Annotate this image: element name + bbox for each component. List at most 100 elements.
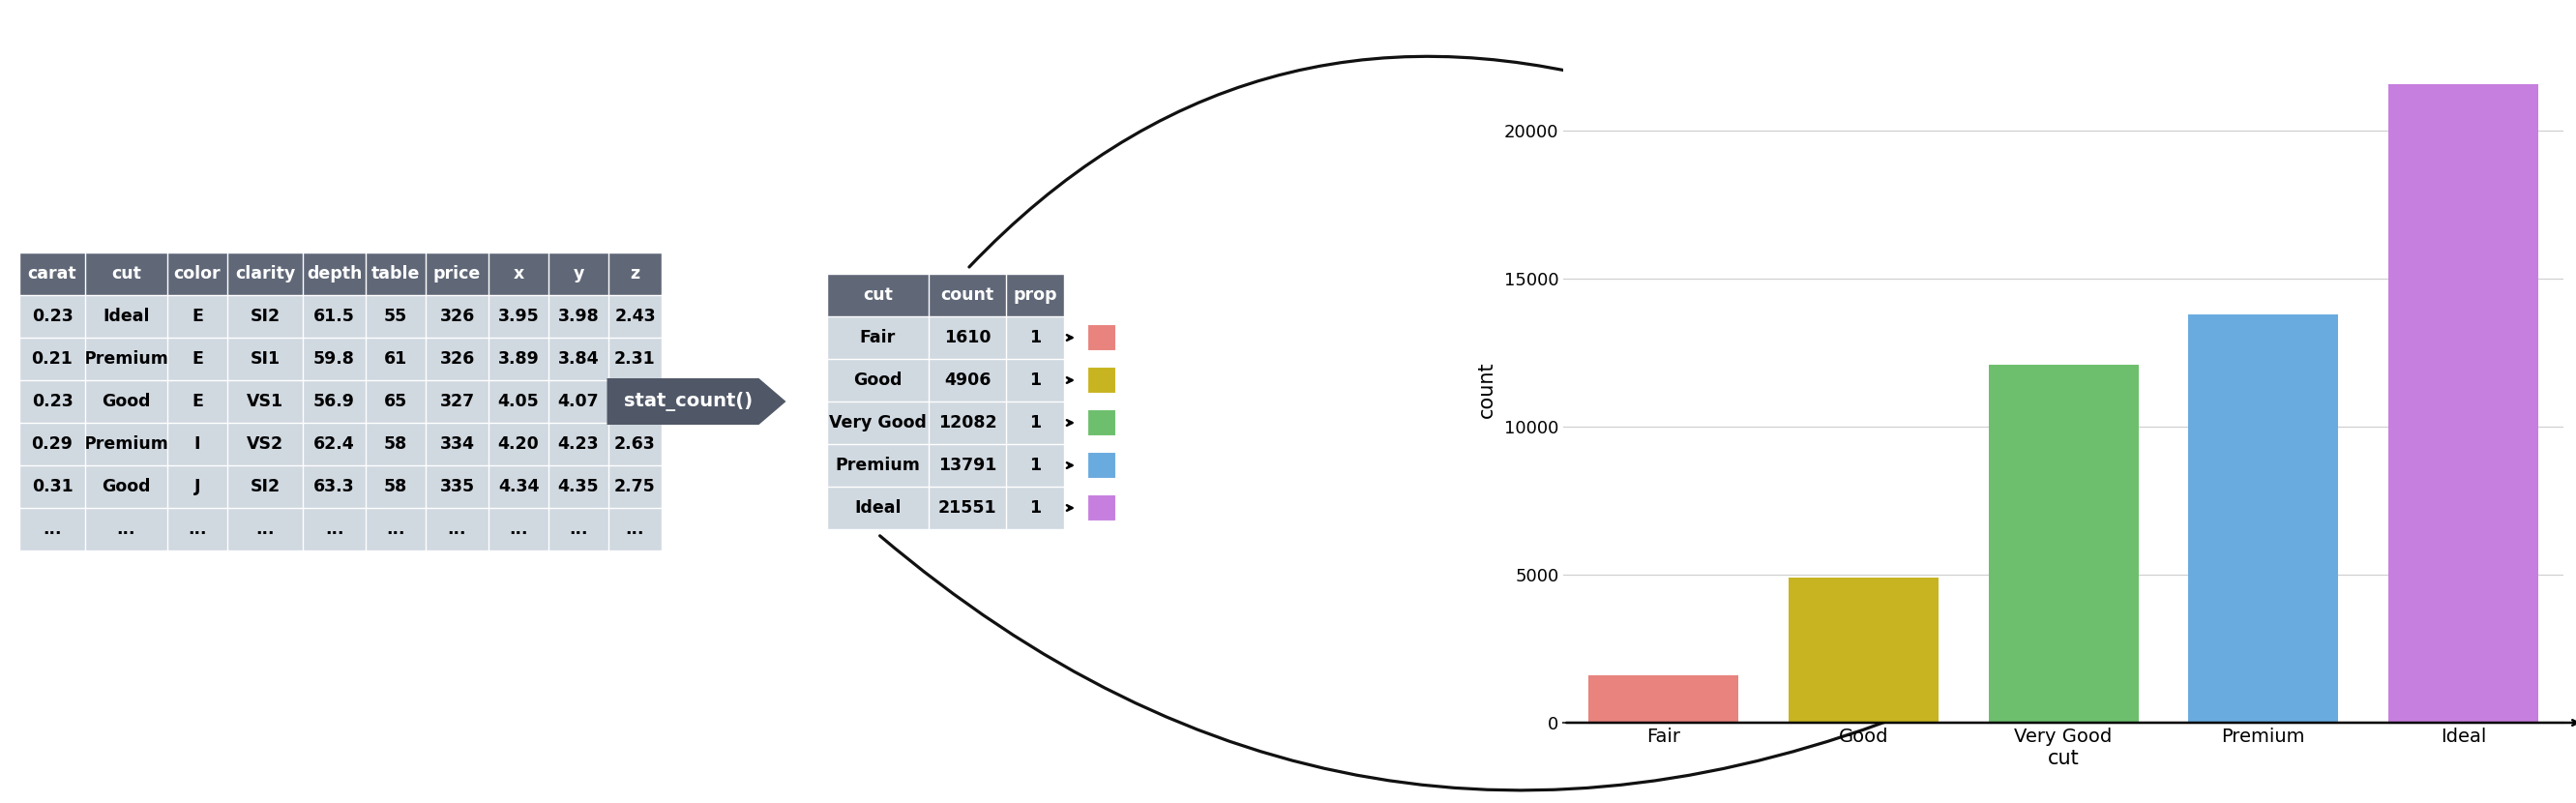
Text: SI1: SI1: [250, 350, 281, 368]
Text: E: E: [191, 393, 204, 410]
Text: carat: carat: [28, 265, 77, 283]
Text: prop: prop: [1012, 287, 1056, 304]
Bar: [1989, 365, 2138, 723]
Bar: [21, 508, 85, 551]
Text: SI2: SI2: [250, 478, 281, 495]
Bar: [85, 423, 167, 466]
Bar: [425, 380, 489, 423]
Bar: [1007, 444, 1064, 487]
Bar: [549, 337, 608, 380]
Text: 4906: 4906: [943, 372, 992, 389]
Bar: [366, 252, 425, 295]
Bar: [827, 359, 927, 402]
Bar: [549, 295, 608, 337]
Text: 4.34: 4.34: [497, 478, 538, 495]
Bar: [608, 337, 662, 380]
Bar: [167, 380, 227, 423]
Bar: [304, 295, 366, 337]
Text: I: I: [193, 435, 201, 453]
Bar: [304, 423, 366, 466]
Text: 327: 327: [440, 393, 474, 410]
Text: ...: ...: [626, 520, 644, 538]
Bar: [827, 274, 927, 316]
Bar: [425, 508, 489, 551]
Text: 4.20: 4.20: [497, 435, 538, 453]
Text: ...: ...: [325, 520, 343, 538]
Bar: [1788, 577, 1940, 723]
Bar: [21, 423, 85, 466]
Bar: [489, 508, 549, 551]
Bar: [927, 487, 1007, 529]
Bar: [489, 380, 549, 423]
Text: ...: ...: [44, 520, 62, 538]
Text: 1: 1: [1030, 499, 1041, 516]
Bar: [366, 380, 425, 423]
Text: 1: 1: [1030, 414, 1041, 431]
Bar: [21, 337, 85, 380]
Text: 13791: 13791: [938, 457, 997, 474]
Text: Good: Good: [103, 393, 149, 410]
Text: 0.31: 0.31: [31, 478, 72, 495]
Bar: [85, 466, 167, 508]
Bar: [608, 380, 662, 423]
Text: SI2: SI2: [250, 308, 281, 325]
Bar: [549, 252, 608, 295]
Text: Good: Good: [103, 478, 149, 495]
Text: 58: 58: [384, 478, 407, 495]
Bar: [489, 295, 549, 337]
Text: x: x: [513, 265, 523, 283]
Text: 0.21: 0.21: [31, 350, 72, 368]
Bar: [85, 508, 167, 551]
Bar: [1087, 452, 1115, 479]
Bar: [927, 444, 1007, 487]
Bar: [608, 423, 662, 466]
Bar: [927, 316, 1007, 359]
Bar: [167, 423, 227, 466]
Text: z: z: [631, 265, 639, 283]
Bar: [1087, 324, 1115, 351]
Text: 3.95: 3.95: [497, 308, 538, 325]
Text: Premium: Premium: [835, 457, 920, 474]
Bar: [827, 316, 927, 359]
Bar: [167, 466, 227, 508]
Y-axis label: count: count: [1476, 361, 1497, 418]
Bar: [167, 295, 227, 337]
Bar: [304, 337, 366, 380]
Bar: [21, 252, 85, 295]
Text: y: y: [572, 265, 585, 283]
Bar: [85, 337, 167, 380]
Bar: [827, 444, 927, 487]
Text: 65: 65: [384, 393, 407, 410]
Text: ...: ...: [386, 520, 404, 538]
Text: depth: depth: [307, 265, 363, 283]
Text: 335: 335: [440, 478, 474, 495]
Bar: [549, 423, 608, 466]
Bar: [227, 508, 304, 551]
Bar: [489, 337, 549, 380]
Text: 3.84: 3.84: [559, 350, 600, 368]
Bar: [425, 295, 489, 337]
Bar: [425, 252, 489, 295]
Text: 21551: 21551: [938, 499, 997, 516]
Bar: [366, 423, 425, 466]
Text: ...: ...: [510, 520, 528, 538]
Bar: [167, 337, 227, 380]
Text: price: price: [433, 265, 482, 283]
Bar: [1087, 410, 1115, 436]
Text: 0.23: 0.23: [31, 308, 72, 325]
Bar: [2388, 84, 2537, 723]
Text: 0.29: 0.29: [31, 435, 72, 453]
Bar: [1007, 402, 1064, 444]
Text: color: color: [173, 265, 222, 283]
Bar: [304, 252, 366, 295]
Text: 61: 61: [384, 350, 407, 368]
Text: 1: 1: [1030, 329, 1041, 346]
Bar: [489, 466, 549, 508]
Text: VS2: VS2: [247, 435, 283, 453]
Text: ...: ...: [569, 520, 587, 538]
Bar: [85, 252, 167, 295]
Bar: [227, 295, 304, 337]
Bar: [1087, 495, 1115, 521]
Bar: [304, 466, 366, 508]
Bar: [1589, 675, 1739, 723]
